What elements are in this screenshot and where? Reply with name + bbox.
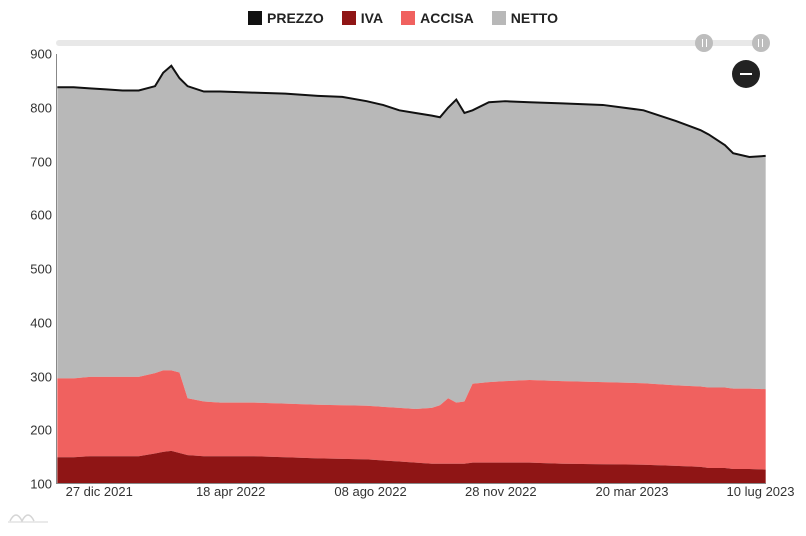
x-tick-label: 28 nov 2022 <box>465 484 537 499</box>
legend-swatch <box>401 11 415 25</box>
y-axis: 100200300400500600700800900 <box>16 54 52 484</box>
legend-label: NETTO <box>511 10 558 26</box>
y-tick-label: 400 <box>30 315 52 330</box>
y-tick-label: 200 <box>30 423 52 438</box>
x-tick-label: 20 mar 2023 <box>595 484 668 499</box>
area-netto <box>57 66 765 409</box>
legend-item[interactable]: ACCISA <box>401 10 474 26</box>
legend-swatch <box>248 11 262 25</box>
y-tick-label: 800 <box>30 100 52 115</box>
y-tick-label: 700 <box>30 154 52 169</box>
zoom-out-button[interactable] <box>732 60 760 88</box>
legend-label: IVA <box>361 10 383 26</box>
y-tick-label: 300 <box>30 369 52 384</box>
legend-label: ACCISA <box>420 10 474 26</box>
legend-item[interactable]: IVA <box>342 10 383 26</box>
scrollbar-track <box>56 40 766 46</box>
scrollbar-grip-right[interactable] <box>752 34 770 52</box>
stacked-area-chart <box>56 54 766 484</box>
x-tick-label: 27 dic 2021 <box>66 484 133 499</box>
legend-item[interactable]: PREZZO <box>248 10 324 26</box>
y-tick-label: 500 <box>30 262 52 277</box>
legend-label: PREZZO <box>267 10 324 26</box>
y-tick-label: 100 <box>30 477 52 492</box>
x-axis: 27 dic 2021 18 apr 2022 08 ago 2022 28 nov … <box>56 484 766 504</box>
y-tick-label: 900 <box>30 47 52 62</box>
legend-item[interactable]: NETTO <box>492 10 558 26</box>
legend: PREZZO IVA ACCISA NETTO <box>0 0 806 32</box>
x-tick-label: 18 apr 2022 <box>196 484 265 499</box>
legend-swatch <box>492 11 506 25</box>
chart-area: 100200300400500600700800900 <box>56 54 766 484</box>
legend-swatch <box>342 11 356 25</box>
scrollbar-grip-left[interactable] <box>695 34 713 52</box>
brand-logo-icon <box>8 505 52 530</box>
y-tick-label: 600 <box>30 208 52 223</box>
range-scrollbar[interactable] <box>56 34 766 54</box>
x-tick-label: 10 lug 2023 <box>727 484 795 499</box>
x-tick-label: 08 ago 2022 <box>334 484 406 499</box>
minus-icon <box>740 73 752 75</box>
